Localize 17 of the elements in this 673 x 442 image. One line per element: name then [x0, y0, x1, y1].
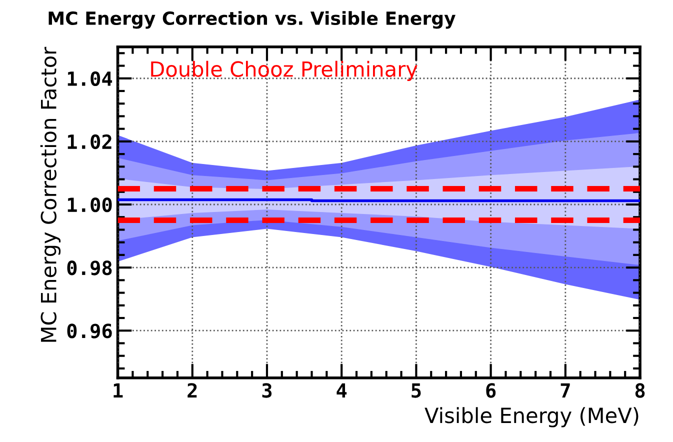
y-tick-label: 0.96 [67, 324, 112, 338]
chart-title: MC Energy Correction vs. Visible Energy [48, 11, 456, 29]
x-tick-label: 4 [336, 383, 347, 398]
x-tick-label: 8 [635, 383, 645, 398]
x-tick-label: 7 [560, 383, 570, 398]
x-tick-label: 6 [486, 383, 496, 398]
y-axis-title: MC Energy Correction Factor [40, 46, 61, 342]
x-tick-label: 3 [262, 383, 272, 398]
annotation: Double Chooz Preliminary [151, 60, 418, 81]
y-tick-label: 1.02 [68, 134, 112, 150]
x-axis-title: Visible Energy (MeV) [424, 407, 638, 428]
y-tick-label: 1.00 [68, 197, 112, 212]
y-tick-label: 0.98 [67, 260, 112, 276]
x-tick-label: 1 [114, 383, 123, 398]
x-tick-label: 2 [188, 383, 197, 398]
y-tick-label: 1.04 [68, 71, 112, 86]
x-tick-label: 5 [412, 383, 421, 398]
